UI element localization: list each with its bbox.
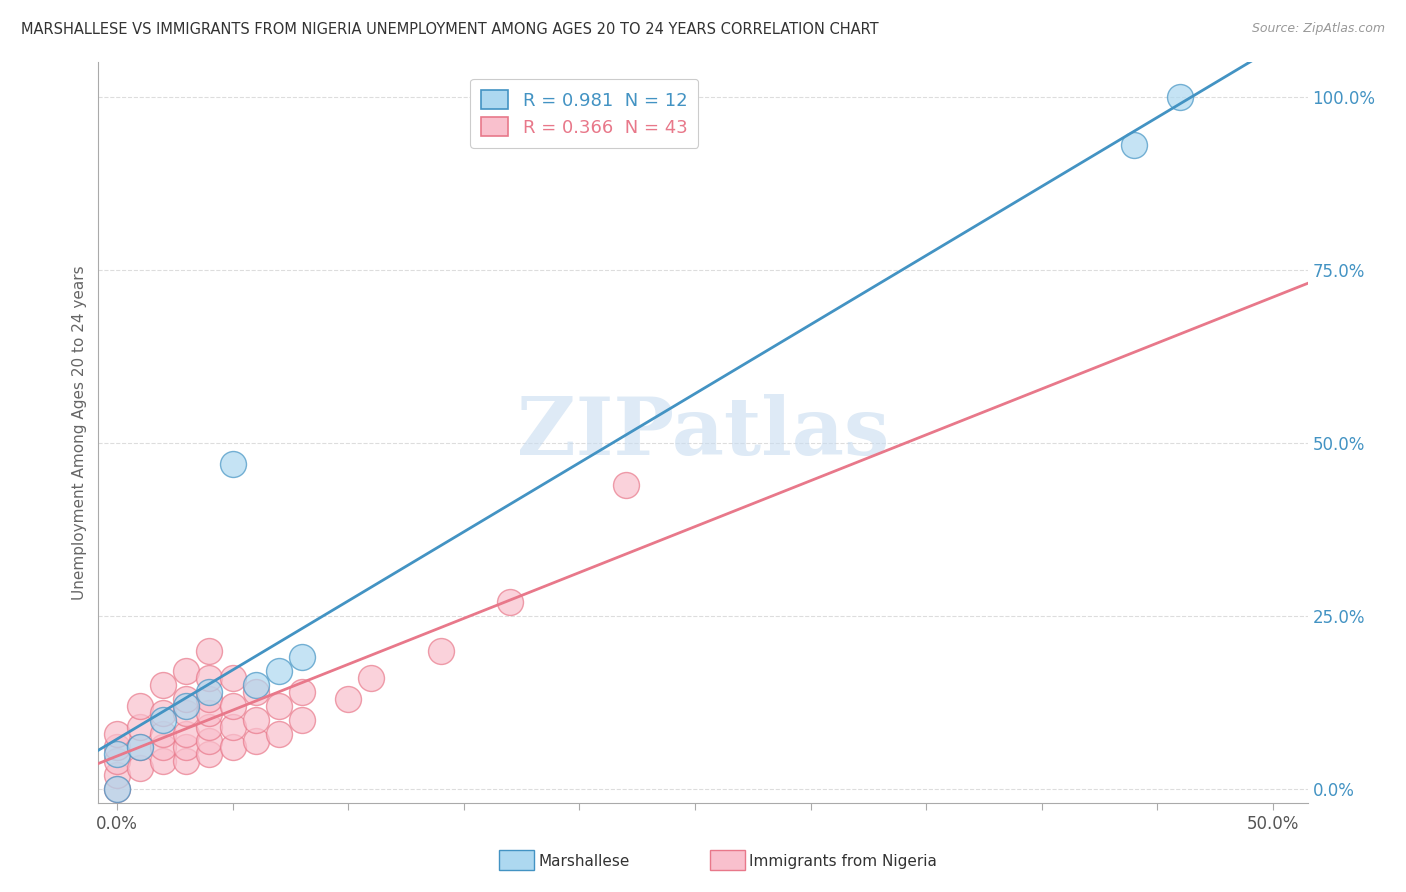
Text: ZIPatlas: ZIPatlas [517, 393, 889, 472]
Y-axis label: Unemployment Among Ages 20 to 24 years: Unemployment Among Ages 20 to 24 years [72, 265, 87, 600]
Text: Source: ZipAtlas.com: Source: ZipAtlas.com [1251, 22, 1385, 36]
Point [245, 685, 267, 699]
Point [614, 477, 637, 491]
Point [152, 713, 174, 727]
Point [174, 692, 197, 706]
Point [267, 665, 290, 679]
Point [337, 692, 360, 706]
Point [291, 685, 314, 699]
Point [152, 754, 174, 768]
Point [221, 698, 243, 713]
Point [174, 665, 197, 679]
Legend: R = 0.981  N = 12, R = 0.366  N = 43: R = 0.981 N = 12, R = 0.366 N = 43 [470, 78, 699, 147]
Point [129, 720, 152, 734]
Point [105, 726, 128, 740]
Point [129, 698, 152, 713]
Point [221, 740, 243, 755]
Point [174, 698, 197, 713]
Point [245, 713, 267, 727]
Point [105, 747, 128, 762]
Point [1170, 90, 1192, 104]
Point [267, 698, 290, 713]
Point [129, 740, 152, 755]
Point [198, 720, 221, 734]
Point [360, 671, 382, 685]
Point [105, 740, 128, 755]
Point [152, 706, 174, 720]
Point [429, 643, 451, 657]
Point [174, 726, 197, 740]
Point [152, 678, 174, 692]
Point [198, 685, 221, 699]
Point [267, 726, 290, 740]
Point [221, 457, 243, 471]
Point [245, 733, 267, 747]
Point [499, 595, 522, 609]
Point [152, 740, 174, 755]
Point [129, 740, 152, 755]
Point [174, 754, 197, 768]
Point [1123, 138, 1146, 153]
Point [198, 643, 221, 657]
Text: Marshallese: Marshallese [538, 855, 630, 869]
Point [105, 781, 128, 796]
Point [221, 671, 243, 685]
Point [152, 726, 174, 740]
Point [291, 650, 314, 665]
Point [198, 747, 221, 762]
Point [221, 720, 243, 734]
Point [129, 761, 152, 775]
Point [198, 706, 221, 720]
Text: Immigrants from Nigeria: Immigrants from Nigeria [749, 855, 938, 869]
Point [198, 671, 221, 685]
Point [105, 781, 128, 796]
Point [198, 692, 221, 706]
Point [174, 706, 197, 720]
Point [245, 678, 267, 692]
Point [198, 733, 221, 747]
Point [105, 768, 128, 782]
Point [174, 740, 197, 755]
Point [105, 754, 128, 768]
Point [291, 713, 314, 727]
Text: MARSHALLESE VS IMMIGRANTS FROM NIGERIA UNEMPLOYMENT AMONG AGES 20 TO 24 YEARS CO: MARSHALLESE VS IMMIGRANTS FROM NIGERIA U… [21, 22, 879, 37]
